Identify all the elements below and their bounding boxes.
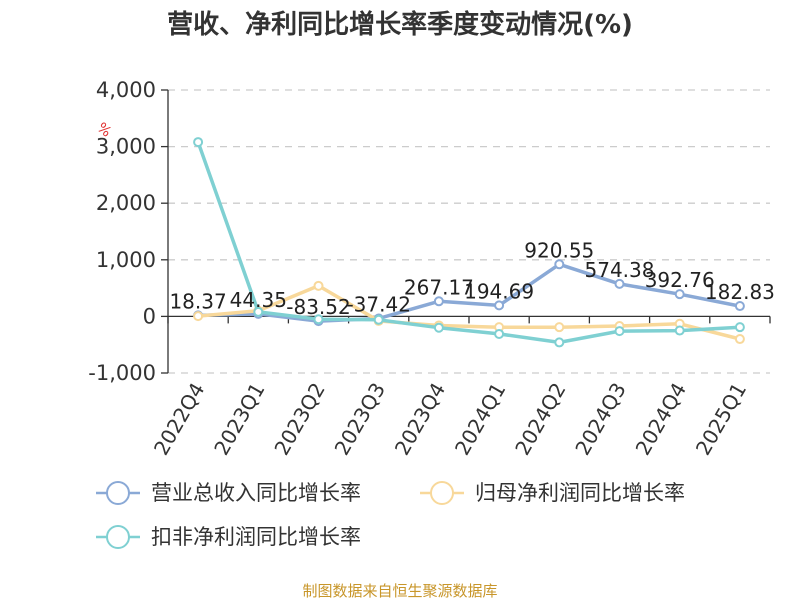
series-point xyxy=(433,296,444,307)
gridlines xyxy=(168,89,770,374)
y-tick-label: 2,000 xyxy=(96,191,156,215)
legend-marker-circle xyxy=(106,525,130,549)
series-point xyxy=(554,322,565,333)
legend-item[interactable]: 归母净利润同比增长率 xyxy=(420,481,685,505)
series-point xyxy=(313,280,324,291)
data-label: 392.76 xyxy=(645,268,715,292)
series-point xyxy=(313,314,324,325)
series-point xyxy=(433,322,444,333)
series-point xyxy=(253,306,264,317)
series-point xyxy=(373,314,384,325)
series-point xyxy=(734,334,745,345)
legend-label: 归母净利润同比增长率 xyxy=(475,481,685,505)
series-point xyxy=(734,301,745,312)
series-point xyxy=(674,289,685,300)
data-label: 920.55 xyxy=(524,238,594,262)
x-tick-label: 2023Q2 xyxy=(269,379,329,460)
x-tick-label: 2024Q4 xyxy=(631,379,691,460)
series-line xyxy=(198,262,741,323)
data-label: 194.69 xyxy=(464,279,534,303)
chart-title: 营收、净利同比增长率季度变动情况(%) xyxy=(167,9,633,40)
y-tick-label: 1,000 xyxy=(96,248,156,272)
legend-marker-circle xyxy=(430,481,454,505)
x-tick-label: 2022Q4 xyxy=(149,379,209,460)
source-note: 制图数据来自恒生聚源数据库 xyxy=(302,582,497,600)
data-label: 267.17 xyxy=(404,275,474,299)
data-label: -83.52 xyxy=(286,295,350,319)
series-point xyxy=(193,311,204,322)
series-line xyxy=(196,141,740,345)
x-tick-label: 2023Q1 xyxy=(209,379,269,460)
legend-item[interactable]: 扣非净利润同比增长率 xyxy=(96,525,361,549)
x-tick-label: 2024Q1 xyxy=(450,378,510,459)
series-point xyxy=(554,259,565,270)
x-tick-label: 2023Q4 xyxy=(390,379,450,460)
x-tick-label: 2024Q2 xyxy=(510,379,570,460)
x-tick-label: 2023Q3 xyxy=(330,379,390,460)
data-label: 574.38 xyxy=(585,258,655,282)
y-tick-label: 3,000 xyxy=(96,135,156,159)
legend-marker-circle xyxy=(106,481,130,505)
y-tick-label: 4,000 xyxy=(96,78,156,102)
data-label: -37.42 xyxy=(346,293,410,317)
y-tick-label: -1,000 xyxy=(88,361,156,385)
series-lines xyxy=(193,137,745,348)
series-point xyxy=(614,326,625,337)
x-tick-label: 2025Q1 xyxy=(691,379,751,460)
series-point xyxy=(494,300,505,311)
series-point xyxy=(193,137,204,148)
data-label: 44.35 xyxy=(230,288,287,312)
series-point xyxy=(674,325,685,336)
legend-label: 营业总收入同比增长率 xyxy=(151,481,361,505)
legend-label: 扣非净利润同比增长率 xyxy=(151,525,361,549)
series-point xyxy=(494,328,505,339)
data-label: 18.37 xyxy=(169,289,226,313)
series-line xyxy=(197,284,741,341)
series-point xyxy=(734,322,745,333)
y-tick-label: 0 xyxy=(143,304,156,328)
legend-item[interactable]: 营业总收入同比增长率 xyxy=(96,481,361,505)
x-tick-label: 2024Q3 xyxy=(570,379,630,460)
data-label: 182.83 xyxy=(705,280,775,304)
series-point xyxy=(554,337,565,348)
series-point xyxy=(614,278,625,289)
